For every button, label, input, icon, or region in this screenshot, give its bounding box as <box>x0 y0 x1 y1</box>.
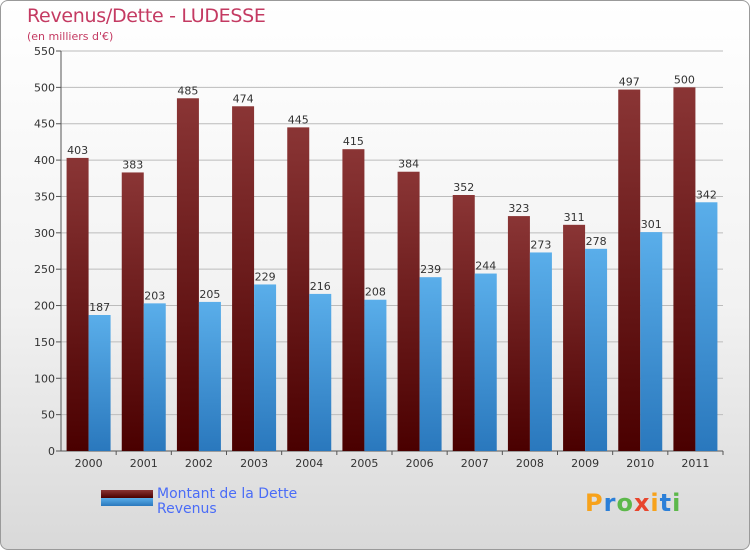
data-label-dette: 384 <box>398 158 419 171</box>
bar-revenus <box>419 277 442 451</box>
data-label-dette: 323 <box>508 202 529 215</box>
y-tick-label: 0 <box>48 445 55 458</box>
legend-swatch-revenus <box>101 498 153 506</box>
proxiti-logo: Proxiti <box>585 489 681 517</box>
data-label-dette: 500 <box>674 73 695 86</box>
data-label-revenus: 244 <box>475 260 496 273</box>
logo-letter: o <box>616 489 634 517</box>
axes: 0 50 100 150 200 250 300 350 400 450 500 550 2000 200… <box>34 45 724 470</box>
bar-dette <box>507 216 530 451</box>
bar-dette <box>452 195 475 451</box>
legend-label-dette: Montant de la Dette <box>157 486 298 502</box>
data-label-dette: 311 <box>564 211 585 224</box>
bar-revenus <box>309 293 332 451</box>
bar-dette <box>287 127 310 451</box>
bar-revenus <box>695 202 718 451</box>
bar-dette <box>563 224 586 451</box>
bar-dette <box>397 171 420 451</box>
data-label-revenus: 208 <box>365 286 386 299</box>
bar-revenus <box>640 232 663 451</box>
x-tick-label: 2011 <box>681 457 709 470</box>
grid-lines <box>61 50 723 416</box>
bars <box>66 87 718 452</box>
bar-dette <box>121 172 144 452</box>
data-label-revenus: 216 <box>310 280 331 293</box>
chart-subtitle: (en milliers d'€) <box>27 30 114 43</box>
data-labels: 403 187 383 203 485 205 474 229 445 216 415 208 384 2… <box>67 73 717 314</box>
data-label-dette: 352 <box>453 181 474 194</box>
data-label-dette: 474 <box>233 92 254 105</box>
bar-dette <box>342 149 365 451</box>
data-label-revenus: 301 <box>641 218 662 231</box>
logo-letter: i <box>672 489 682 517</box>
bar-revenus <box>88 315 111 451</box>
x-tick-label: 2003 <box>240 457 268 470</box>
bar-dette <box>66 157 89 451</box>
y-tick-label: 200 <box>34 300 55 313</box>
y-tick-label: 400 <box>34 154 55 167</box>
y-tick-label: 100 <box>34 372 55 385</box>
data-label-dette: 415 <box>343 135 364 148</box>
x-tick-label: 2004 <box>295 457 323 470</box>
data-label-revenus: 203 <box>144 289 165 302</box>
x-tick-label: 2001 <box>130 457 158 470</box>
bar-dette <box>673 87 696 451</box>
bar-revenus <box>143 303 166 451</box>
data-label-revenus: 205 <box>199 288 220 301</box>
data-label-revenus: 342 <box>696 188 717 201</box>
bar-revenus <box>585 248 608 451</box>
bar-revenus <box>529 252 552 451</box>
y-tick-label: 250 <box>34 263 55 276</box>
y-tick-label: 300 <box>34 227 55 240</box>
x-tick-label: 2008 <box>516 457 544 470</box>
logo-letter: x <box>633 489 651 517</box>
x-tick-label: 2007 <box>461 457 489 470</box>
bar-revenus <box>198 301 221 451</box>
logo-letter: i <box>650 489 660 517</box>
data-label-revenus: 239 <box>420 263 441 276</box>
bar-revenus <box>474 273 497 451</box>
data-label-revenus: 187 <box>89 301 110 314</box>
chart-title: Revenus/Dette - LUDESSE <box>27 5 266 27</box>
x-tick-label: 2010 <box>626 457 654 470</box>
bar-dette <box>618 89 641 451</box>
logo-letter: t <box>659 489 673 517</box>
data-label-dette: 485 <box>177 84 198 97</box>
data-label-revenus: 278 <box>586 235 607 248</box>
data-label-revenus: 273 <box>530 238 551 251</box>
logo-letter: P <box>585 489 604 517</box>
legend-swatch-dette <box>101 490 153 498</box>
data-label-dette: 403 <box>67 144 88 157</box>
legend-label-revenus: Revenus <box>157 501 217 517</box>
x-tick-label: 2002 <box>185 457 213 470</box>
y-tick-label: 50 <box>41 409 55 422</box>
x-tick-label: 2006 <box>406 457 434 470</box>
y-tick-label: 500 <box>34 81 55 94</box>
bar-dette <box>232 106 255 451</box>
x-tick-label: 2000 <box>75 457 103 470</box>
logo-letter: r <box>603 489 617 517</box>
x-tick-label: 2009 <box>571 457 599 470</box>
data-label-revenus: 229 <box>255 270 276 283</box>
bar-revenus <box>364 299 387 451</box>
bar-dette <box>176 98 199 451</box>
y-tick-label: 550 <box>34 45 55 58</box>
y-tick-label: 350 <box>34 190 55 203</box>
data-label-dette: 497 <box>619 76 640 89</box>
y-tick-label: 150 <box>34 336 55 349</box>
data-label-dette: 383 <box>122 158 143 171</box>
x-tick-label: 2005 <box>350 457 378 470</box>
data-label-dette: 445 <box>288 113 309 126</box>
bar-revenus <box>254 284 277 451</box>
y-tick-label: 450 <box>34 118 55 131</box>
